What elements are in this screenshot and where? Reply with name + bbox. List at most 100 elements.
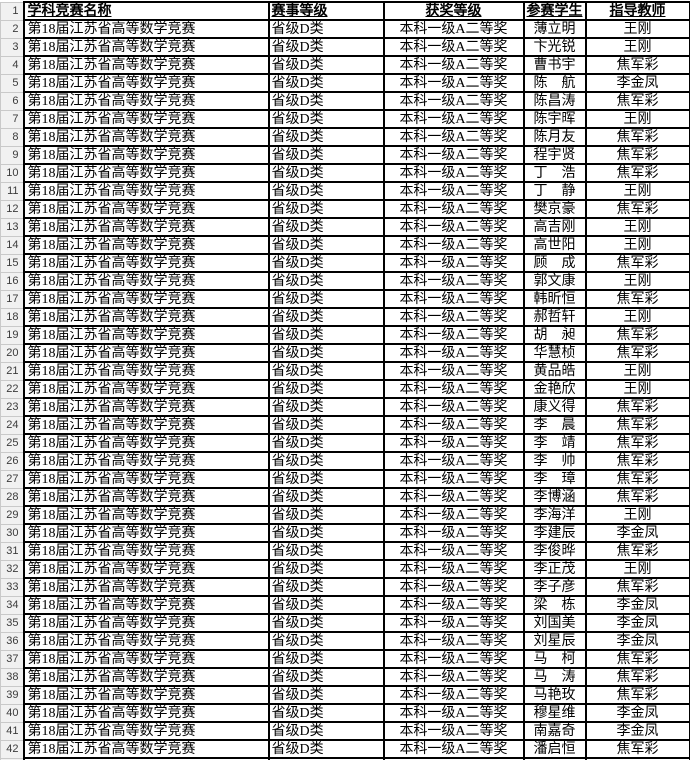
cell-award-level[interactable]: 本科一级A二等奖	[382, 55, 525, 75]
cell-student[interactable]: 李 晨	[522, 415, 587, 435]
cell-event-level[interactable]: 省级D类	[267, 703, 385, 723]
row-number[interactable]: 23	[0, 397, 24, 417]
cell-event-level[interactable]: 省级D类	[267, 487, 385, 507]
cell-teacher[interactable]: 焦军彩	[584, 415, 690, 435]
row-number[interactable]: 40	[0, 703, 24, 723]
cell-event-level[interactable]: 省级D类	[267, 19, 385, 39]
cell-student[interactable]: 黄品皓	[522, 361, 587, 381]
cell-competition-name[interactable]: 第18届江苏省高等数学竞赛	[22, 19, 270, 39]
cell-competition-name[interactable]: 第18届江苏省高等数学竞赛	[22, 73, 270, 93]
cell-event-level[interactable]: 省级D类	[267, 289, 385, 309]
row-number[interactable]: 20	[0, 343, 24, 363]
cell[interactable]	[22, 757, 270, 760]
cell-event-level[interactable]: 省级D类	[267, 541, 385, 561]
cell-student[interactable]: 马艳玫	[522, 685, 587, 705]
cell-competition-name[interactable]: 第18届江苏省高等数学竞赛	[22, 127, 270, 147]
cell-award-level[interactable]: 本科一级A二等奖	[382, 721, 525, 741]
row-number[interactable]: 17	[0, 289, 24, 309]
cell-award-level[interactable]: 本科一级A二等奖	[382, 577, 525, 597]
cell-student[interactable]: 曹书宇	[522, 55, 587, 75]
cell-competition-name[interactable]: 第18届江苏省高等数学竞赛	[22, 343, 270, 363]
column-header-event-level[interactable]: 赛事等级	[267, 1, 385, 21]
row-number[interactable]: 29	[0, 505, 24, 525]
cell-student[interactable]: 刘国美	[522, 613, 587, 633]
cell-award-level[interactable]: 本科一级A二等奖	[382, 397, 525, 417]
cell-student[interactable]: 李正茂	[522, 559, 587, 579]
cell-teacher[interactable]: 焦军彩	[584, 55, 690, 75]
cell-competition-name[interactable]: 第18届江苏省高等数学竞赛	[22, 271, 270, 291]
cell-student[interactable]: 穆星维	[522, 703, 587, 723]
row-number[interactable]: 12	[0, 199, 24, 219]
cell-student[interactable]: 李 璋	[522, 469, 587, 489]
cell-event-level[interactable]: 省级D类	[267, 667, 385, 687]
cell-student[interactable]: 华慧桢	[522, 343, 587, 363]
cell-event-level[interactable]: 省级D类	[267, 91, 385, 111]
row-number[interactable]: 19	[0, 325, 24, 345]
cell-competition-name[interactable]: 第18届江苏省高等数学竞赛	[22, 433, 270, 453]
row-number[interactable]: 3	[0, 37, 24, 57]
row-number[interactable]: 36	[0, 631, 24, 651]
cell-teacher[interactable]: 焦军彩	[584, 199, 690, 219]
column-header-award-level[interactable]: 获奖等级	[382, 1, 525, 21]
cell-competition-name[interactable]: 第18届江苏省高等数学竞赛	[22, 667, 270, 687]
cell-event-level[interactable]: 省级D类	[267, 361, 385, 381]
cell-teacher[interactable]: 焦军彩	[584, 145, 690, 165]
cell-student[interactable]: 李 靖	[522, 433, 587, 453]
cell-event-level[interactable]: 省级D类	[267, 559, 385, 579]
cell-award-level[interactable]: 本科一级A二等奖	[382, 253, 525, 273]
row-number[interactable]: 14	[0, 235, 24, 255]
cell-teacher[interactable]: 焦军彩	[584, 433, 690, 453]
cell-student[interactable]: 丁 静	[522, 181, 587, 201]
cell-competition-name[interactable]: 第18届江苏省高等数学竞赛	[22, 649, 270, 669]
cell-award-level[interactable]: 本科一级A二等奖	[382, 451, 525, 471]
cell-student[interactable]: 高吉刚	[522, 217, 587, 237]
cell-student[interactable]: 陈昌涛	[522, 91, 587, 111]
cell-competition-name[interactable]: 第18届江苏省高等数学竞赛	[22, 487, 270, 507]
cell-competition-name[interactable]: 第18届江苏省高等数学竞赛	[22, 307, 270, 327]
cell-event-level[interactable]: 省级D类	[267, 163, 385, 183]
cell-competition-name[interactable]: 第18届江苏省高等数学竞赛	[22, 91, 270, 111]
row-number[interactable]: 32	[0, 559, 24, 579]
cell-award-level[interactable]: 本科一级A二等奖	[382, 523, 525, 543]
cell-student[interactable]: 马 柯	[522, 649, 587, 669]
cell-event-level[interactable]: 省级D类	[267, 397, 385, 417]
cell-student[interactable]: 丁 浩	[522, 163, 587, 183]
cell-competition-name[interactable]: 第18届江苏省高等数学竞赛	[22, 379, 270, 399]
cell-student[interactable]: 郭文康	[522, 271, 587, 291]
cell-student[interactable]: 康义得	[522, 397, 587, 417]
cell-teacher[interactable]: 王刚	[584, 379, 690, 399]
cell-competition-name[interactable]: 第18届江苏省高等数学竞赛	[22, 505, 270, 525]
cell-teacher[interactable]: 焦军彩	[584, 289, 690, 309]
cell-teacher[interactable]: 王刚	[584, 235, 690, 255]
row-number[interactable]: 35	[0, 613, 24, 633]
cell[interactable]	[584, 757, 690, 760]
row-number[interactable]: 15	[0, 253, 24, 273]
row-number[interactable]: 8	[0, 127, 24, 147]
cell-event-level[interactable]: 省级D类	[267, 595, 385, 615]
cell-student[interactable]: 马 涛	[522, 667, 587, 687]
cell-event-level[interactable]: 省级D类	[267, 523, 385, 543]
cell-student[interactable]: 胡 昶	[522, 325, 587, 345]
cell-event-level[interactable]: 省级D类	[267, 685, 385, 705]
cell-award-level[interactable]: 本科一级A二等奖	[382, 271, 525, 291]
cell-competition-name[interactable]: 第18届江苏省高等数学竞赛	[22, 217, 270, 237]
cell-event-level[interactable]: 省级D类	[267, 145, 385, 165]
cell-award-level[interactable]: 本科一级A二等奖	[382, 145, 525, 165]
cell-student[interactable]: 刘星辰	[522, 631, 587, 651]
cell-competition-name[interactable]: 第18届江苏省高等数学竞赛	[22, 163, 270, 183]
cell-event-level[interactable]: 省级D类	[267, 613, 385, 633]
cell-student[interactable]: 薄立明	[522, 19, 587, 39]
cell-student[interactable]: 高世阳	[522, 235, 587, 255]
cell-event-level[interactable]: 省级D类	[267, 505, 385, 525]
cell-competition-name[interactable]: 第18届江苏省高等数学竞赛	[22, 595, 270, 615]
cell-student[interactable]: 樊京豪	[522, 199, 587, 219]
cell-teacher[interactable]: 李金凤	[584, 613, 690, 633]
cell-award-level[interactable]: 本科一级A二等奖	[382, 415, 525, 435]
cell-teacher[interactable]: 李金凤	[584, 595, 690, 615]
row-number[interactable]: 34	[0, 595, 24, 615]
cell-teacher[interactable]: 李金凤	[584, 73, 690, 93]
row-number[interactable]: 13	[0, 217, 24, 237]
cell-award-level[interactable]: 本科一级A二等奖	[382, 649, 525, 669]
cell-competition-name[interactable]: 第18届江苏省高等数学竞赛	[22, 253, 270, 273]
cell-award-level[interactable]: 本科一级A二等奖	[382, 469, 525, 489]
